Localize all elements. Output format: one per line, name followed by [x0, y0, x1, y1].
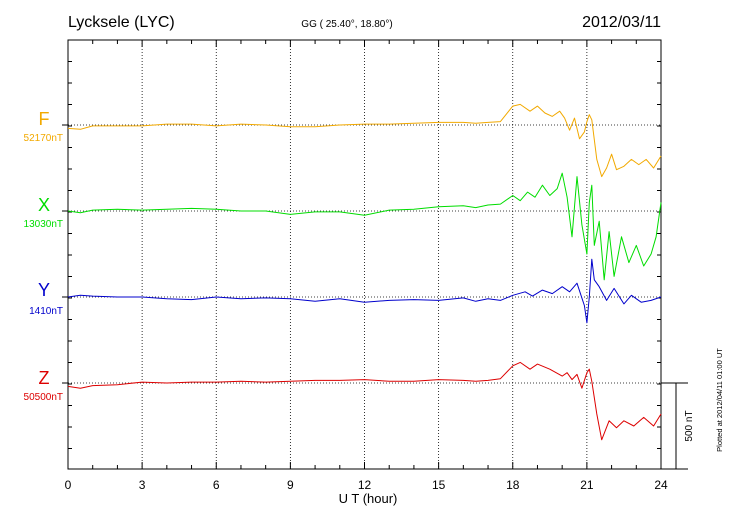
x-tick-label-21: 21 [580, 478, 594, 492]
series-label-y: Y [38, 280, 50, 300]
series-line-z [67, 361, 662, 441]
coordinate-label: GG ( 25.40°, 18.80°) [301, 19, 392, 30]
series-line-f [67, 103, 662, 178]
x-tick-label-18: 18 [506, 478, 520, 492]
scale-bar: 500 nT [661, 382, 695, 470]
x-axis-title: U T (hour) [339, 491, 398, 506]
series-layer [67, 103, 662, 441]
date-label: 2012/03/11 [582, 14, 661, 31]
series-line-y [67, 258, 662, 324]
grid-lines [141, 40, 588, 469]
plot-frame [67, 39, 662, 470]
x-tick-label-3: 3 [139, 478, 146, 492]
x-tick-label-0: 0 [65, 478, 72, 492]
baseline-label-x: 13030nT [24, 219, 63, 230]
baselines [62, 124, 661, 384]
scale-bar-label: 500 nT [684, 410, 695, 441]
plotted-at-label: Plotted at 2012/04/11 01:00 UT [715, 348, 724, 452]
x-tick-label-15: 15 [432, 478, 446, 492]
series-label-f: F [39, 109, 50, 129]
x-tick-label-6: 6 [213, 478, 220, 492]
ticks [67, 39, 662, 469]
x-tick-label-9: 9 [287, 478, 294, 492]
x-tick-labels: 0 3 6 9 12 15 18 21 24 [65, 478, 668, 492]
baseline-label-z: 50500nT [24, 392, 63, 403]
series-label-z: Z [39, 368, 50, 388]
series-line-x [67, 172, 662, 281]
x-tick-label-24: 24 [654, 478, 668, 492]
baseline-label-y: 1410nT [29, 306, 63, 317]
station-title: Lycksele (LYC) [68, 14, 175, 31]
series-label-x: X [38, 195, 50, 215]
x-tick-label-12: 12 [358, 478, 372, 492]
baseline-label-f: 52170nT [24, 133, 63, 144]
